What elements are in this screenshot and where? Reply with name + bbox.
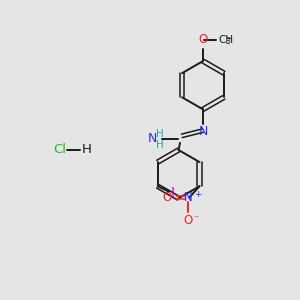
Text: O: O: [184, 214, 193, 227]
Text: N: N: [148, 132, 157, 145]
Text: N: N: [199, 125, 208, 138]
Text: H: H: [155, 129, 163, 140]
Text: O: O: [162, 191, 171, 204]
Text: Cl: Cl: [53, 143, 66, 157]
Text: N: N: [184, 191, 193, 204]
Text: H: H: [82, 143, 92, 157]
Text: O: O: [198, 33, 208, 46]
Text: I: I: [171, 186, 175, 200]
Text: CH: CH: [218, 35, 233, 45]
Text: ⁻: ⁻: [194, 214, 199, 224]
Text: H: H: [155, 140, 163, 150]
Text: +: +: [194, 190, 201, 199]
Text: 3: 3: [226, 37, 230, 46]
